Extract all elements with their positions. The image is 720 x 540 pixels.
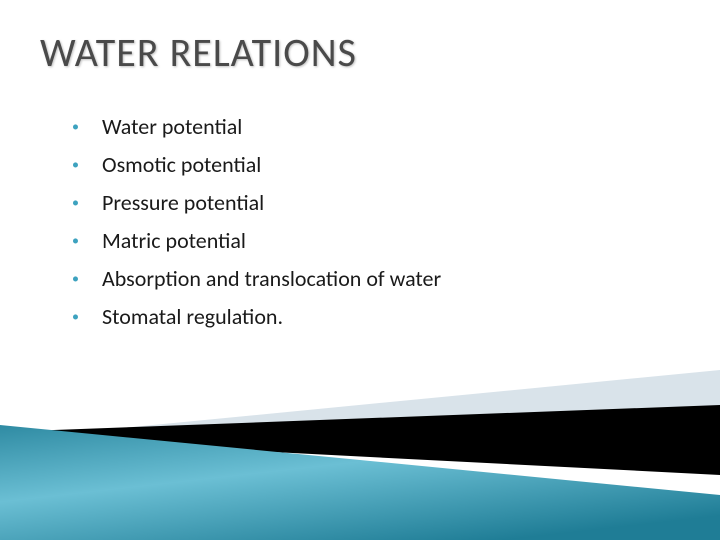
list-item: Pressure potential bbox=[72, 186, 492, 220]
list-item: Absorption and translocation of water bbox=[72, 262, 492, 296]
bullet-list: Water potential Osmotic potential Pressu… bbox=[72, 110, 492, 335]
presentation-slide: WATER RELATIONS Water potential Osmotic … bbox=[0, 0, 720, 540]
slide-title: WATER RELATIONS bbox=[40, 28, 357, 77]
list-item: Stomatal regulation. bbox=[72, 300, 492, 334]
list-item: Water potential bbox=[72, 110, 492, 144]
slide-content: Water potential Osmotic potential Pressu… bbox=[72, 110, 492, 339]
list-item: Matric potential bbox=[72, 224, 492, 258]
list-item: Osmotic potential bbox=[72, 148, 492, 182]
